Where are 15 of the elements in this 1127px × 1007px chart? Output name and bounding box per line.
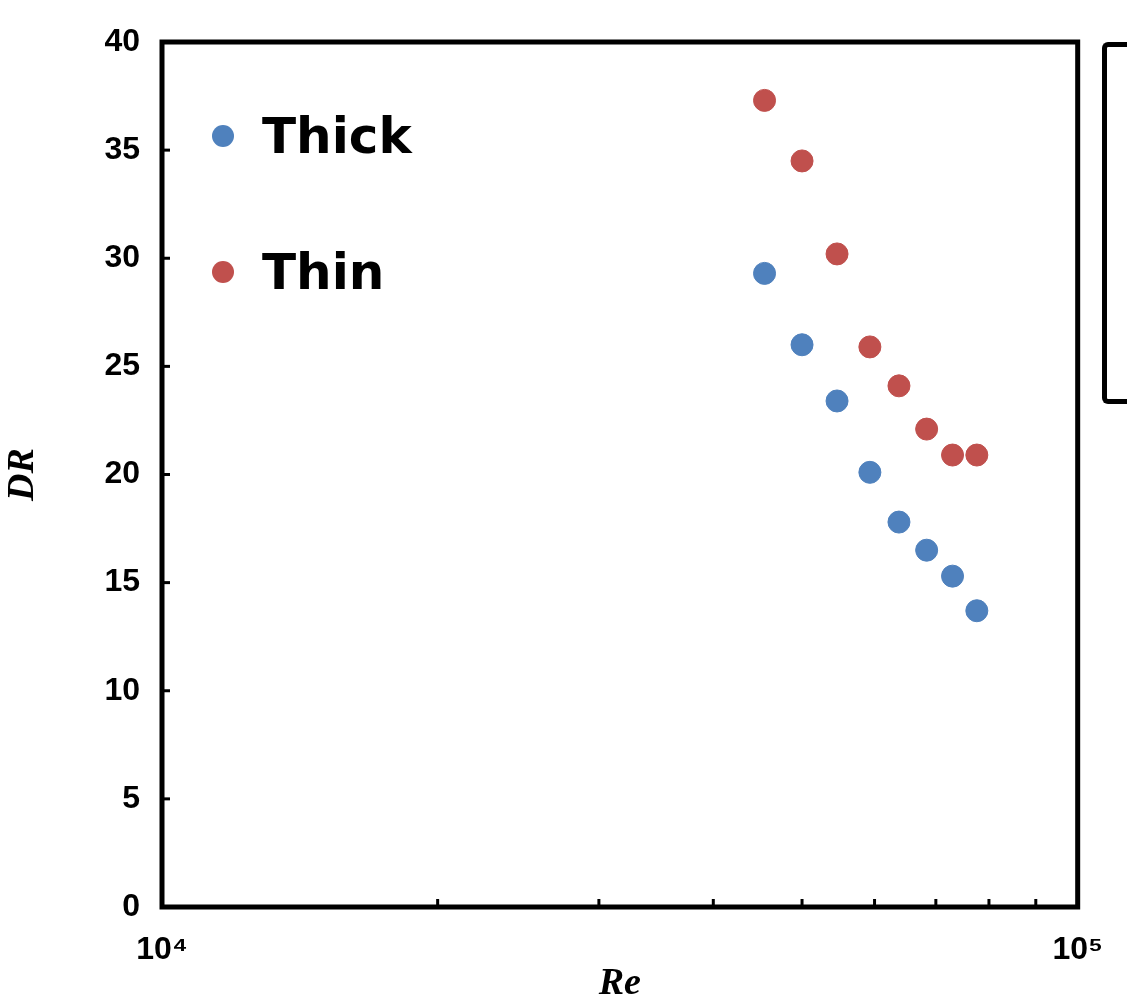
y-tick-label: 25 bbox=[104, 346, 140, 383]
x-tick-label: 10⁵ bbox=[1052, 930, 1103, 967]
y-axis-title: DR bbox=[0, 448, 41, 502]
y-tick-label: 5 bbox=[122, 778, 140, 815]
legend-label: Thick bbox=[262, 107, 412, 165]
x-axis-title: Re bbox=[597, 960, 642, 1003]
y-tick-label: 0 bbox=[122, 886, 140, 923]
y-tick-label: 30 bbox=[104, 238, 140, 275]
y-tick-label: 40 bbox=[104, 21, 140, 58]
y-tick-label: 35 bbox=[104, 129, 140, 166]
x-tick-label: 10⁴ bbox=[136, 930, 188, 967]
y-tick-label: 10 bbox=[104, 670, 140, 707]
y-tick-label: 20 bbox=[104, 454, 140, 491]
legend-label: Thin bbox=[262, 243, 385, 301]
y-tick-label: 15 bbox=[104, 562, 140, 599]
